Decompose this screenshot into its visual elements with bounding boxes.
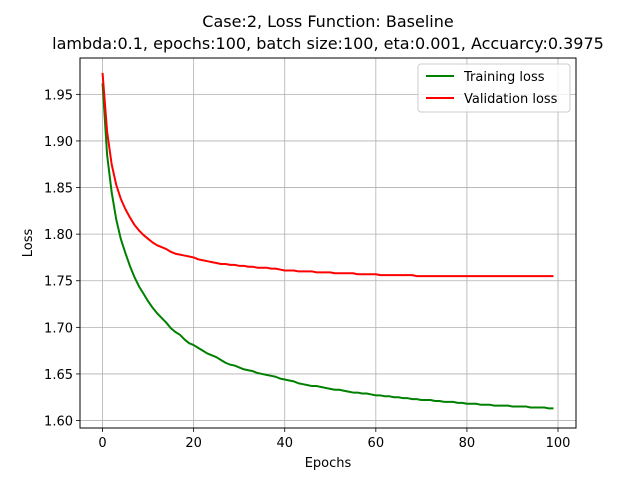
x-tick-label: 20 [185,436,202,451]
x-tick-label: 80 [459,436,476,451]
legend-box [417,63,571,113]
y-tick-label: 1.90 [44,135,73,150]
x-tick-label: 60 [368,436,385,451]
chart-title: Case:2, Loss Function: Baseline lambda:0… [52,12,604,53]
y-axis-label: Loss [21,229,36,258]
validation-loss-line [101,72,554,278]
x-tick-label: 0 [98,436,106,451]
legend-label-validation: Validation loss [464,92,558,107]
plot-frame [79,57,577,429]
y-tick-label: 1.60 [44,415,73,430]
y-tick-label: 1.75 [44,275,73,290]
x-axis-ticks: 0 20 40 60 80 100 [98,428,570,451]
series-lines [101,72,554,410]
title-line-2: lambda:0.1, epochs:100, batch size:100, … [52,34,604,53]
plot-area [80,58,576,428]
y-tick-label: 1.70 [44,321,73,336]
y-axis-ticks: 1.60 1.65 1.70 1.75 1.80 1.85 1.90 1.95 [44,88,80,430]
y-tick-label: 1.80 [44,228,73,243]
x-axis-label: Epochs [305,456,352,471]
y-tick-label: 1.95 [44,88,73,103]
title-line-1: Case:2, Loss Function: Baseline [202,12,453,31]
x-tick-label: 100 [546,436,571,451]
legend: Training loss Validation loss [417,63,571,113]
y-tick-label: 1.65 [44,368,73,383]
legend-label-training: Training loss [463,70,545,85]
y-tick-label: 1.85 [44,182,73,197]
training-loss-line [101,83,554,410]
x-tick-label: 40 [276,436,293,451]
grid [80,58,576,428]
